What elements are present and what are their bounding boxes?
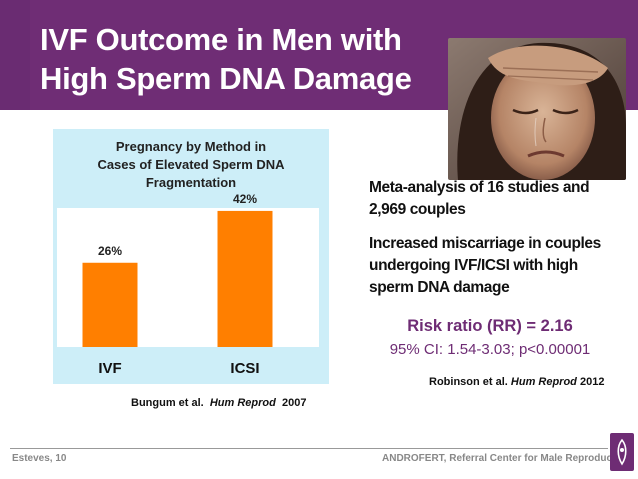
bar-ivf [82, 262, 138, 347]
meta-analysis-line-1: Meta-analysis of 16 studies and [369, 179, 590, 196]
data-label-ivf: 26% [98, 244, 122, 258]
miscarriage-text: Increased miscarriage in couples undergo… [369, 233, 601, 299]
miscarriage-line-3: sperm DNA damage [369, 279, 510, 296]
footer-divider [10, 448, 608, 449]
slide-title-line-2: High Sperm DNA Damage [40, 61, 412, 96]
miscarriage-line-1: Increased miscarriage in couples [369, 235, 601, 252]
miscarriage-line-2: undergoing IVF/ICSI with high [369, 257, 578, 274]
robinson-citation-authors: Robinson et al. [429, 376, 508, 388]
chart-citation-journal: Hum Reprod [209, 397, 276, 409]
category-label-ivf: IVF [98, 360, 121, 377]
chart-title-line-2: Cases of Elevated Sperm DNA [97, 157, 285, 172]
chart-title: Pregnancy by Method in Cases of Elevated… [53, 138, 329, 192]
chart-citation-authors: Bungum et al. [131, 397, 204, 409]
confidence-interval: 95% CI: 1.54-3.03; p<0.00001 [389, 341, 591, 358]
footer-organization: ANDROFERT, Referral Center for Male Repr… [382, 453, 631, 464]
chart-title-line-3: Fragmentation [145, 175, 237, 190]
bar-icsi [217, 210, 273, 347]
category-label-icsi: ICSI [230, 360, 259, 377]
chart-title-line-1: Pregnancy by Method in [115, 139, 267, 154]
chart-citation-year: 2007 [281, 397, 307, 409]
robinson-citation-journal: Hum Reprod [510, 376, 577, 388]
title-accent-bar [0, 0, 30, 110]
meta-analysis-line-2: 2,969 couples [369, 201, 466, 218]
bar-chart: 26% IVF 42% ICSI [57, 192, 319, 377]
androfert-logo-icon [609, 432, 635, 472]
footer-author-page: Esteves, 10 [12, 453, 67, 464]
risk-ratio: Risk ratio (RR) = 2.16 [407, 317, 573, 335]
robinson-citation: Robinson et al. Hum Reprod 2012 [429, 376, 604, 388]
chart-citation: Bungum et al. Hum Reprod 2007 [131, 397, 306, 409]
data-label-icsi: 42% [233, 192, 257, 206]
distressed-woman-photo [448, 38, 626, 180]
meta-analysis-text: Meta-analysis of 16 studies and 2,969 co… [369, 177, 590, 221]
slide-title-line-1: IVF Outcome in Men with [40, 22, 402, 57]
robinson-citation-year: 2012 [579, 376, 605, 388]
